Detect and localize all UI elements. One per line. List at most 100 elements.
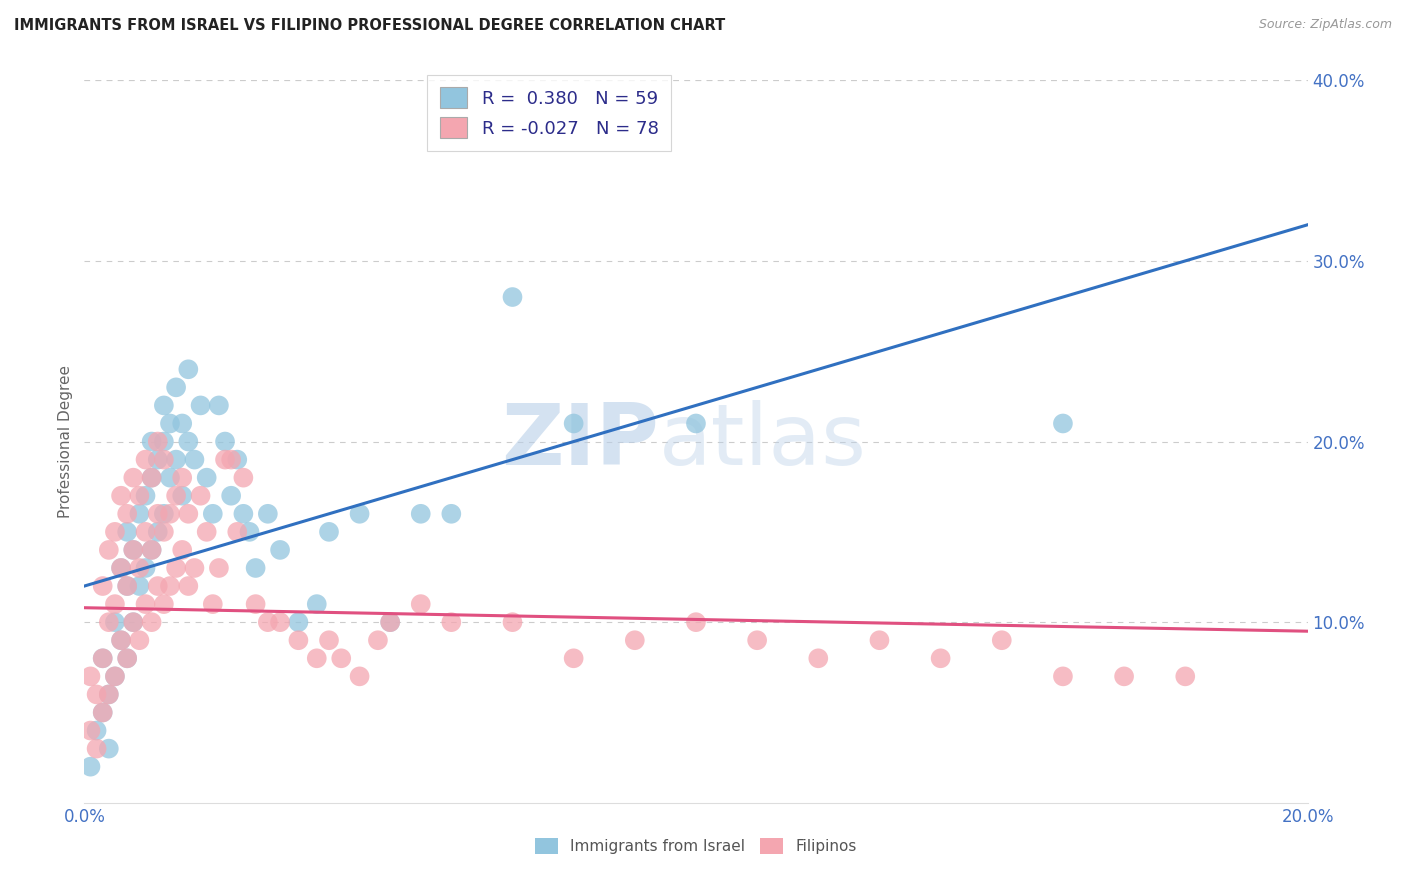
Point	[380, 615, 402, 630]
Point	[146, 579, 169, 593]
Point	[115, 524, 138, 539]
Text: Source: ZipAtlas.com: Source: ZipAtlas.com	[1258, 18, 1392, 31]
Point	[367, 633, 389, 648]
Y-axis label: Professional Degree: Professional Degree	[58, 365, 73, 518]
Point	[146, 507, 169, 521]
Point	[219, 452, 242, 467]
Legend: Immigrants from Israel, Filipinos: Immigrants from Israel, Filipinos	[529, 832, 863, 860]
Point	[86, 723, 108, 738]
Point	[153, 452, 176, 467]
Point	[91, 706, 114, 720]
Point	[86, 687, 108, 701]
Point	[135, 524, 157, 539]
Point	[685, 615, 707, 630]
Point	[807, 651, 830, 665]
Point	[128, 507, 150, 521]
Point	[146, 524, 169, 539]
Point	[318, 633, 340, 648]
Point	[104, 597, 127, 611]
Point	[1052, 669, 1074, 683]
Point	[269, 542, 291, 557]
Point	[104, 669, 127, 683]
Point	[159, 507, 181, 521]
Point	[1174, 669, 1197, 683]
Point	[159, 471, 181, 485]
Point	[747, 633, 769, 648]
Point	[409, 507, 432, 521]
Point	[135, 561, 157, 575]
Point	[153, 434, 176, 449]
Point	[440, 507, 463, 521]
Point	[502, 290, 524, 304]
Point	[122, 542, 145, 557]
Point	[172, 417, 194, 431]
Point	[1114, 669, 1136, 683]
Point	[165, 380, 187, 394]
Point	[305, 597, 328, 611]
Point	[1052, 417, 1074, 431]
Point	[79, 760, 101, 774]
Point	[226, 524, 249, 539]
Point	[929, 651, 952, 665]
Point	[177, 507, 200, 521]
Point	[624, 633, 647, 648]
Point	[685, 417, 707, 431]
Point	[104, 615, 127, 630]
Point	[110, 633, 132, 648]
Point	[115, 579, 138, 593]
Point	[440, 615, 463, 630]
Point	[128, 489, 150, 503]
Point	[141, 471, 163, 485]
Point	[991, 633, 1014, 648]
Point	[135, 452, 157, 467]
Point	[318, 524, 340, 539]
Point	[349, 507, 371, 521]
Point	[97, 687, 120, 701]
Point	[172, 471, 194, 485]
Point	[153, 597, 176, 611]
Point	[165, 489, 187, 503]
Point	[214, 434, 236, 449]
Point	[141, 615, 163, 630]
Point	[153, 524, 176, 539]
Point	[232, 471, 254, 485]
Point	[159, 417, 181, 431]
Point	[159, 579, 181, 593]
Point	[245, 561, 267, 575]
Point	[110, 561, 132, 575]
Point	[201, 597, 224, 611]
Point	[165, 561, 187, 575]
Point	[245, 597, 267, 611]
Point	[226, 452, 249, 467]
Point	[115, 507, 138, 521]
Point	[97, 687, 120, 701]
Point	[122, 615, 145, 630]
Point	[177, 362, 200, 376]
Point	[562, 417, 585, 431]
Point	[409, 597, 432, 611]
Point	[79, 723, 101, 738]
Point	[97, 542, 120, 557]
Text: IMMIGRANTS FROM ISRAEL VS FILIPINO PROFESSIONAL DEGREE CORRELATION CHART: IMMIGRANTS FROM ISRAEL VS FILIPINO PROFE…	[14, 18, 725, 33]
Point	[177, 579, 200, 593]
Point	[287, 633, 309, 648]
Point	[153, 507, 176, 521]
Point	[172, 542, 194, 557]
Point	[190, 398, 212, 412]
Point	[502, 615, 524, 630]
Point	[869, 633, 891, 648]
Point	[110, 633, 132, 648]
Point	[232, 507, 254, 521]
Point	[79, 669, 101, 683]
Point	[195, 524, 218, 539]
Point	[562, 651, 585, 665]
Point	[257, 507, 280, 521]
Point	[269, 615, 291, 630]
Point	[141, 471, 163, 485]
Point	[91, 579, 114, 593]
Point	[115, 651, 138, 665]
Point	[172, 489, 194, 503]
Point	[208, 398, 231, 412]
Point	[238, 524, 260, 539]
Point	[141, 434, 163, 449]
